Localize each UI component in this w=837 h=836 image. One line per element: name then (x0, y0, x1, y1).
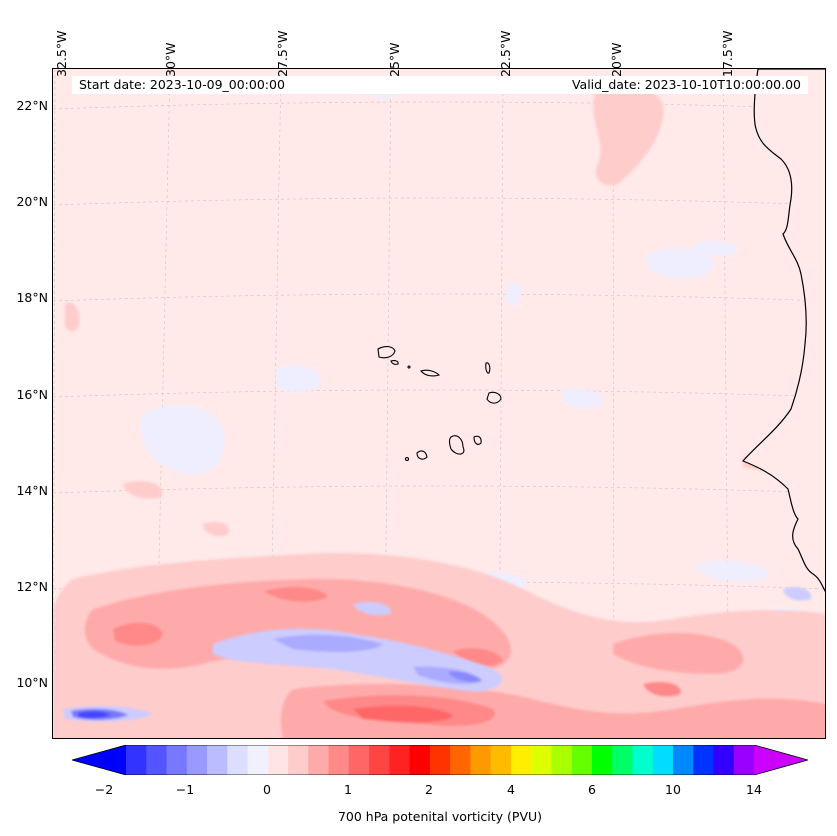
colorbar-segment (288, 745, 309, 775)
colorbar-segment (632, 745, 654, 775)
colorbar-tick-label: 4 (507, 782, 515, 797)
colorbar-segment (733, 745, 755, 775)
colorbar-segment (166, 745, 188, 775)
colorbar-tick-label: 2 (425, 782, 433, 797)
colorbar-segment (389, 745, 411, 775)
colorbar-segment (490, 745, 512, 775)
colorbar-segment (450, 745, 471, 775)
africa-coastline (741, 69, 825, 593)
colorbar-segment (267, 745, 289, 775)
lon-label: 22.5°W (498, 30, 513, 77)
colorbar-min-extension (72, 745, 126, 775)
colorbar-segment (409, 745, 431, 775)
map-panel (52, 68, 826, 739)
date-info-bar: Start date: 2023-10-09_00:00:00 Valid_da… (72, 76, 808, 94)
pv-field-map (53, 69, 825, 738)
colorbar-segment (186, 745, 208, 775)
lon-label: 32.5°W (54, 30, 69, 77)
lat-label: 12°N (16, 579, 48, 594)
colorbar-tick-label: 0 (263, 782, 271, 797)
colorbar-tick-label: 6 (588, 782, 596, 797)
lat-label: 14°N (16, 483, 48, 498)
lat-label: 20°N (16, 194, 48, 209)
colorbar-tick-label: 10 (665, 782, 681, 797)
colorbar-segment (551, 745, 573, 775)
lon-label: 30°W (163, 42, 178, 77)
colorbar-segment (328, 745, 350, 775)
colorbar-segment (227, 745, 249, 775)
colorbar-segment (693, 745, 714, 775)
colorbar-segment (713, 745, 735, 775)
colorbar-segment (470, 745, 492, 775)
colorbar-segment (207, 745, 228, 775)
pv-negative-band-south (63, 587, 812, 722)
colorbar-segment (247, 745, 269, 775)
colorbar-segment (531, 745, 552, 775)
lat-label: 10°N (16, 675, 48, 690)
colorbar (72, 745, 808, 775)
colorbar-segment (348, 745, 370, 775)
colorbar-segment (571, 745, 593, 775)
colorbar-segment (369, 745, 390, 775)
colorbar-segment (591, 745, 613, 775)
lat-label: 18°N (16, 290, 48, 305)
colorbar-segment (429, 745, 451, 775)
colorbar-max-extension (754, 745, 808, 775)
colorbar-segment (672, 745, 694, 775)
colorbar-label: 700 hPa potenital vorticity (PVU) (337, 809, 543, 824)
lon-label: 20°W (609, 42, 624, 77)
colorbar-segment (510, 745, 532, 775)
colorbar-segment (612, 745, 633, 775)
colorbar-tick-label: −2 (94, 782, 114, 797)
start-date-text: Start date: 2023-10-09_00:00:00 (79, 77, 285, 92)
colorbar-tick-label: 14 (746, 782, 762, 797)
valid-date-text: Valid_date: 2023-10-10T10:00:00.00 (571, 77, 801, 92)
colorbar-segment (652, 745, 674, 775)
colorbar-segment (146, 745, 168, 775)
colorbar-tick-label: −1 (175, 782, 195, 797)
colorbar-tick-label: 1 (344, 782, 352, 797)
colorbar-segment (308, 745, 330, 775)
lon-label: 25°W (387, 42, 402, 77)
cape-verde-islands (377, 346, 502, 462)
colorbar-segment (126, 745, 147, 775)
lon-label: 27.5°W (275, 30, 290, 77)
lon-label: 17.5°W (720, 30, 735, 77)
lat-label: 22°N (16, 98, 48, 113)
lat-label: 16°N (16, 387, 48, 402)
